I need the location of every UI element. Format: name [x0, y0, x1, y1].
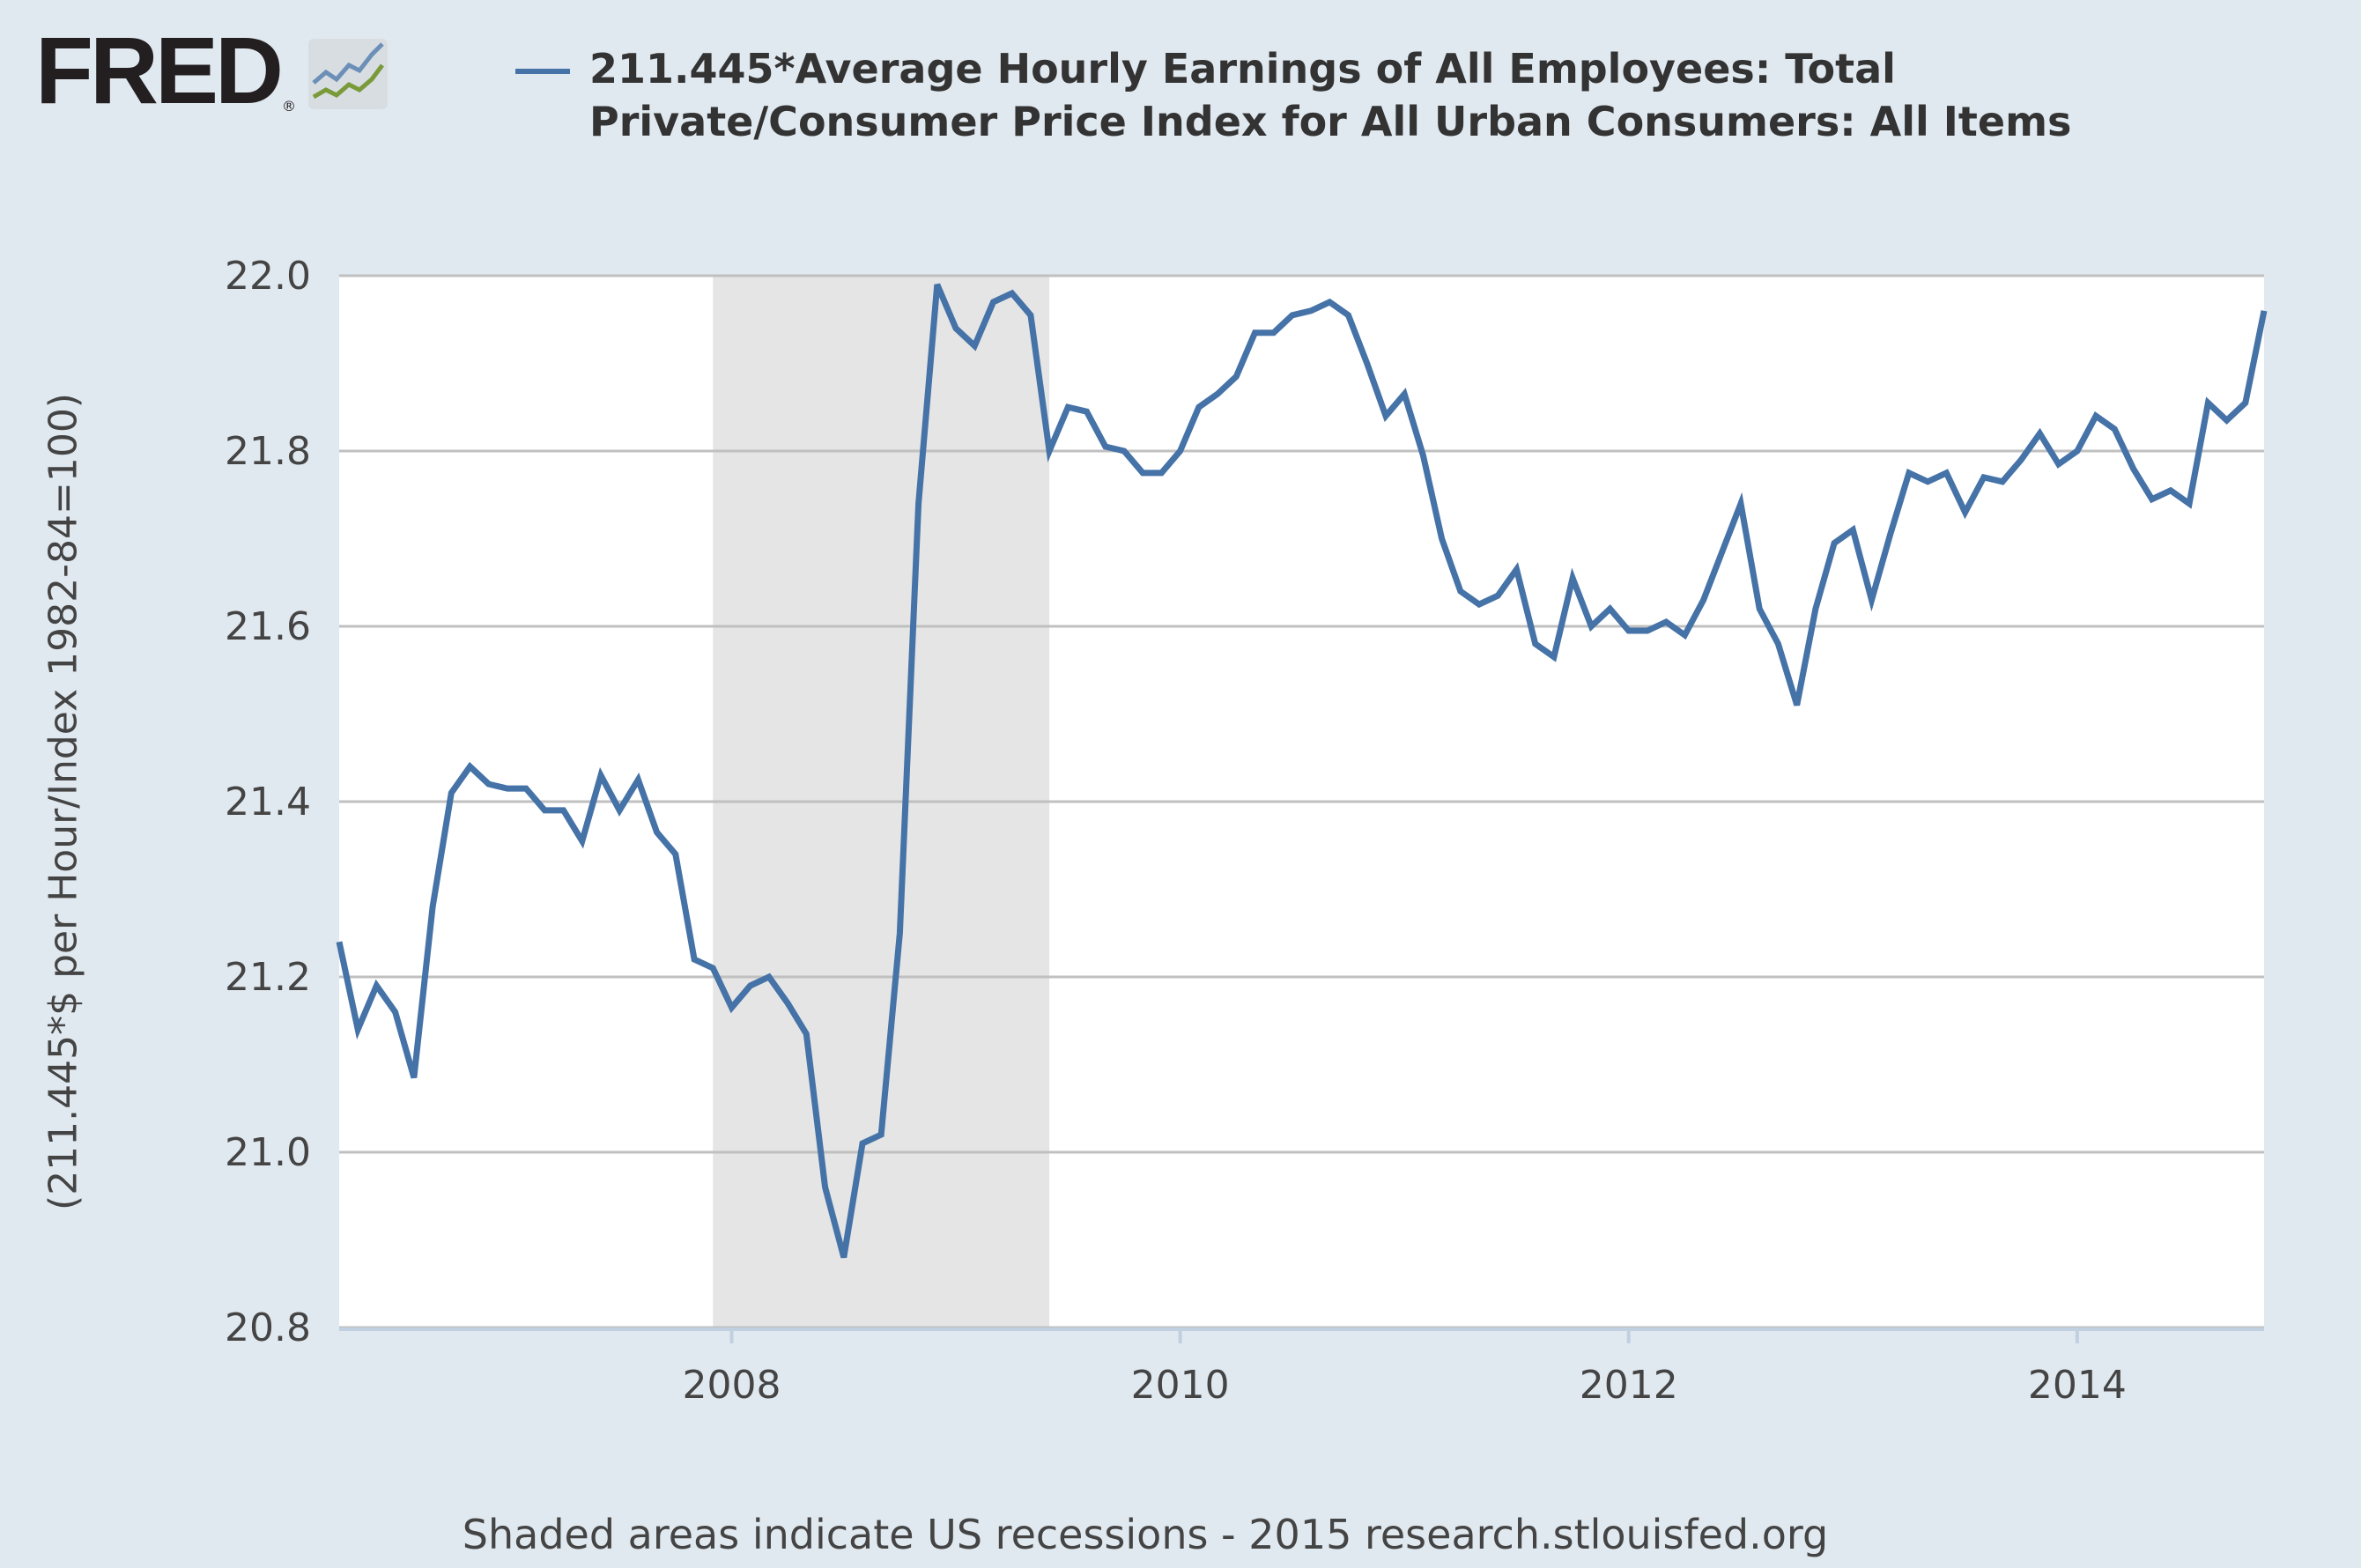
- legend-swatch: [515, 69, 570, 74]
- x-tick-label: 2008: [682, 1363, 781, 1408]
- fred-logo[interactable]: FRED ®: [35, 17, 388, 123]
- y-tick-label: 21.4: [225, 780, 311, 825]
- chart-legend: 211.445*Average Hourly Earnings of All E…: [515, 42, 2263, 148]
- x-tick-label: 2010: [1131, 1363, 1230, 1408]
- registered-mark: ®: [282, 98, 296, 115]
- x-tick-label: 2014: [2028, 1363, 2127, 1408]
- series-line: [336, 283, 2268, 1259]
- x-tick-label: 2012: [1580, 1363, 1678, 1408]
- y-tick-label: 21.0: [225, 1130, 311, 1175]
- y-tick-label: 21.8: [225, 429, 311, 474]
- fred-logo-chart-icon: [308, 39, 388, 109]
- y-tick-label: 21.6: [225, 604, 311, 649]
- y-tick-label: 20.8: [225, 1305, 311, 1350]
- fred-logo-text: FRED: [35, 17, 284, 123]
- y-tick-label: 22.0: [225, 254, 311, 299]
- footer-note: Shaded areas indicate US recessions - 20…: [462, 1511, 1829, 1558]
- y-tick-label: 21.2: [225, 955, 311, 1000]
- legend-label: 211.445*Average Hourly Earnings of All E…: [589, 45, 2072, 145]
